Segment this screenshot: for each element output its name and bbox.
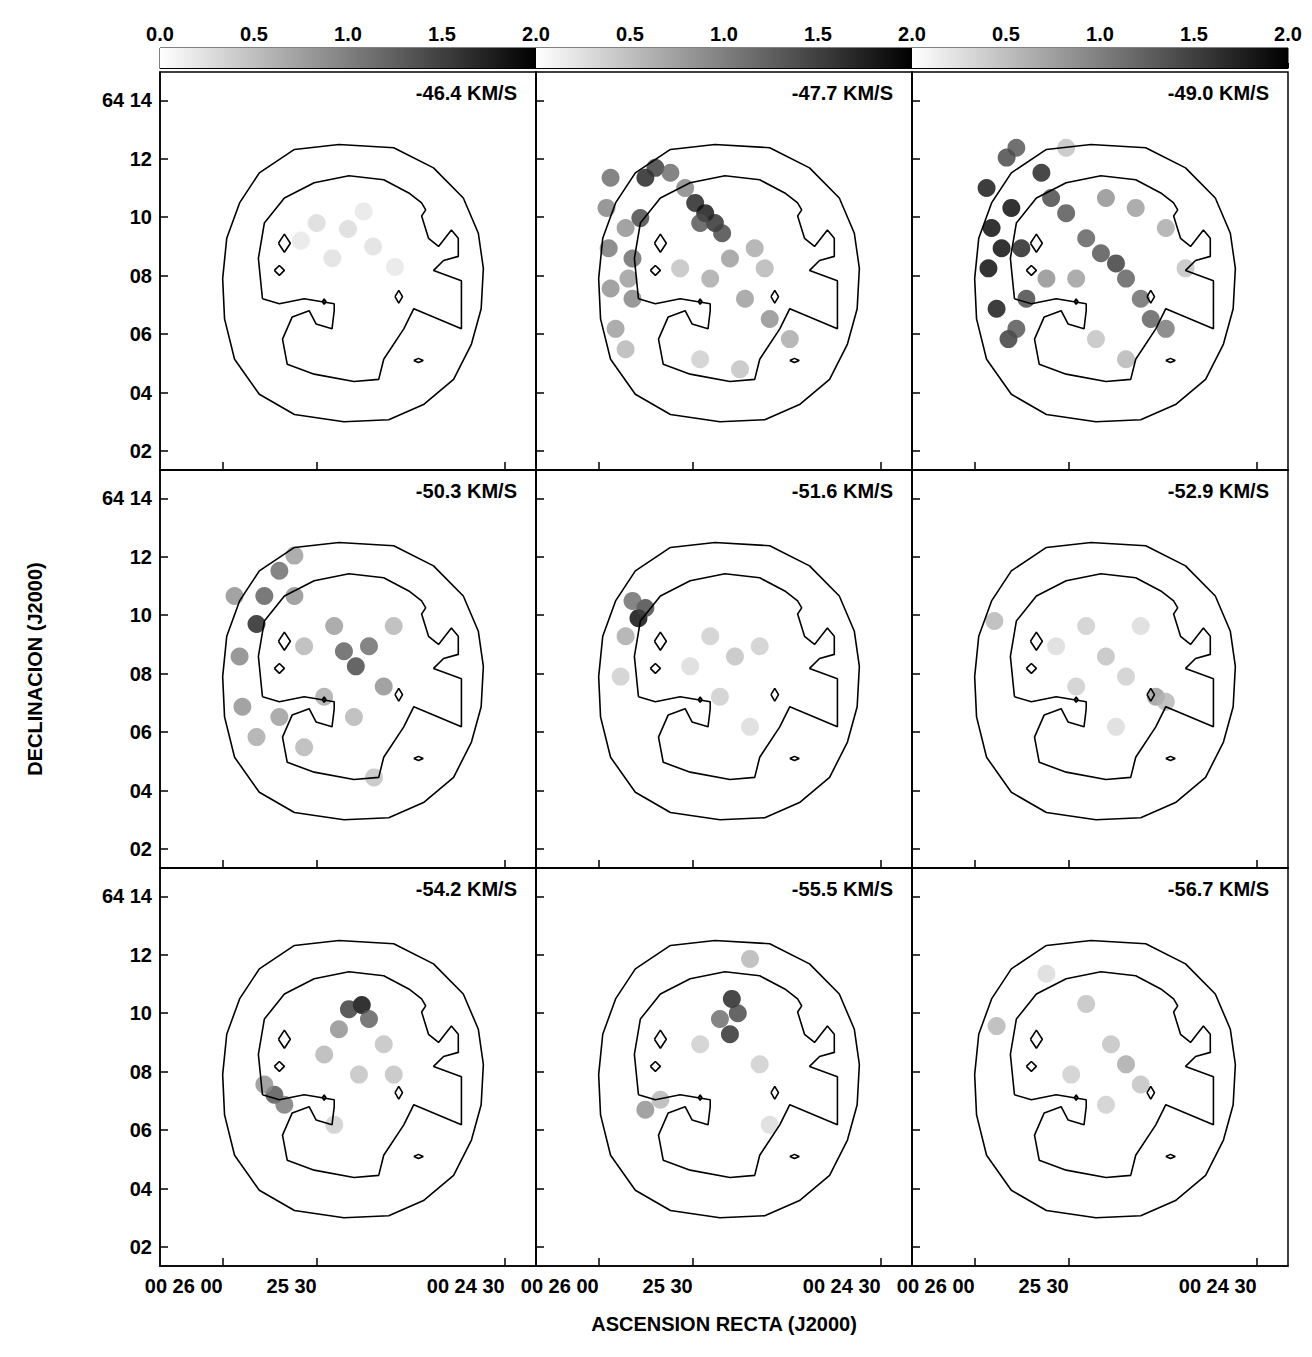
- svg-text:08: 08: [130, 663, 152, 685]
- svg-text:06: 06: [130, 1119, 152, 1141]
- svg-text:00 24 30: 00 24 30: [427, 1275, 505, 1297]
- svg-text:-54.2 KM/S: -54.2 KM/S: [416, 878, 517, 900]
- svg-text:-51.6 KM/S: -51.6 KM/S: [792, 480, 893, 502]
- svg-text:06: 06: [130, 721, 152, 743]
- svg-text:-50.3 KM/S: -50.3 KM/S: [416, 480, 517, 502]
- svg-text:12: 12: [130, 148, 152, 170]
- svg-text:-47.7 KM/S: -47.7 KM/S: [792, 82, 893, 104]
- svg-text:-56.7 KM/S: -56.7 KM/S: [1168, 878, 1269, 900]
- svg-text:1.0: 1.0: [1086, 23, 1114, 45]
- svg-text:-52.9 KM/S: -52.9 KM/S: [1168, 480, 1269, 502]
- svg-text:02: 02: [130, 1236, 152, 1258]
- svg-text:25 30: 25 30: [643, 1275, 693, 1297]
- svg-text:1.5: 1.5: [804, 23, 832, 45]
- svg-text:10: 10: [130, 1002, 152, 1024]
- svg-text:02: 02: [130, 440, 152, 462]
- svg-text:08: 08: [130, 1061, 152, 1083]
- svg-text:64 14: 64 14: [102, 89, 153, 111]
- svg-text:64 14: 64 14: [102, 487, 153, 509]
- svg-text:ASCENSION RECTA (J2000): ASCENSION RECTA (J2000): [591, 1313, 857, 1335]
- svg-text:0.0: 0.0: [146, 23, 174, 45]
- svg-text:0.5: 0.5: [240, 23, 268, 45]
- svg-text:64 14: 64 14: [102, 885, 153, 907]
- svg-text:25 30: 25 30: [267, 1275, 317, 1297]
- svg-text:00 24 30: 00 24 30: [1179, 1275, 1257, 1297]
- svg-text:02: 02: [130, 838, 152, 860]
- svg-text:12: 12: [130, 546, 152, 568]
- svg-text:1.0: 1.0: [710, 23, 738, 45]
- svg-text:00 26 00: 00 26 00: [145, 1275, 223, 1297]
- svg-text:00 26 00: 00 26 00: [897, 1275, 975, 1297]
- svg-text:2.0: 2.0: [1274, 23, 1302, 45]
- svg-text:0.5: 0.5: [992, 23, 1020, 45]
- svg-text:0.5: 0.5: [616, 23, 644, 45]
- svg-text:06: 06: [130, 323, 152, 345]
- svg-text:2.0: 2.0: [898, 23, 926, 45]
- svg-text:04: 04: [130, 780, 153, 802]
- svg-text:1.5: 1.5: [1180, 23, 1208, 45]
- svg-text:2.0: 2.0: [522, 23, 550, 45]
- svg-text:04: 04: [130, 382, 153, 404]
- svg-text:00 24 30: 00 24 30: [803, 1275, 881, 1297]
- svg-text:25 30: 25 30: [1019, 1275, 1069, 1297]
- svg-text:DECLINACION (J2000): DECLINACION (J2000): [24, 562, 46, 775]
- svg-text:10: 10: [130, 604, 152, 626]
- svg-text:-49.0 KM/S: -49.0 KM/S: [1168, 82, 1269, 104]
- svg-text:08: 08: [130, 265, 152, 287]
- svg-text:-46.4 KM/S: -46.4 KM/S: [416, 82, 517, 104]
- svg-text:04: 04: [130, 1178, 153, 1200]
- svg-text:1.0: 1.0: [334, 23, 362, 45]
- svg-text:1.5: 1.5: [428, 23, 456, 45]
- svg-text:10: 10: [130, 206, 152, 228]
- svg-text:00 26 00: 00 26 00: [521, 1275, 599, 1297]
- svg-text:12: 12: [130, 944, 152, 966]
- svg-text:-55.5 KM/S: -55.5 KM/S: [792, 878, 893, 900]
